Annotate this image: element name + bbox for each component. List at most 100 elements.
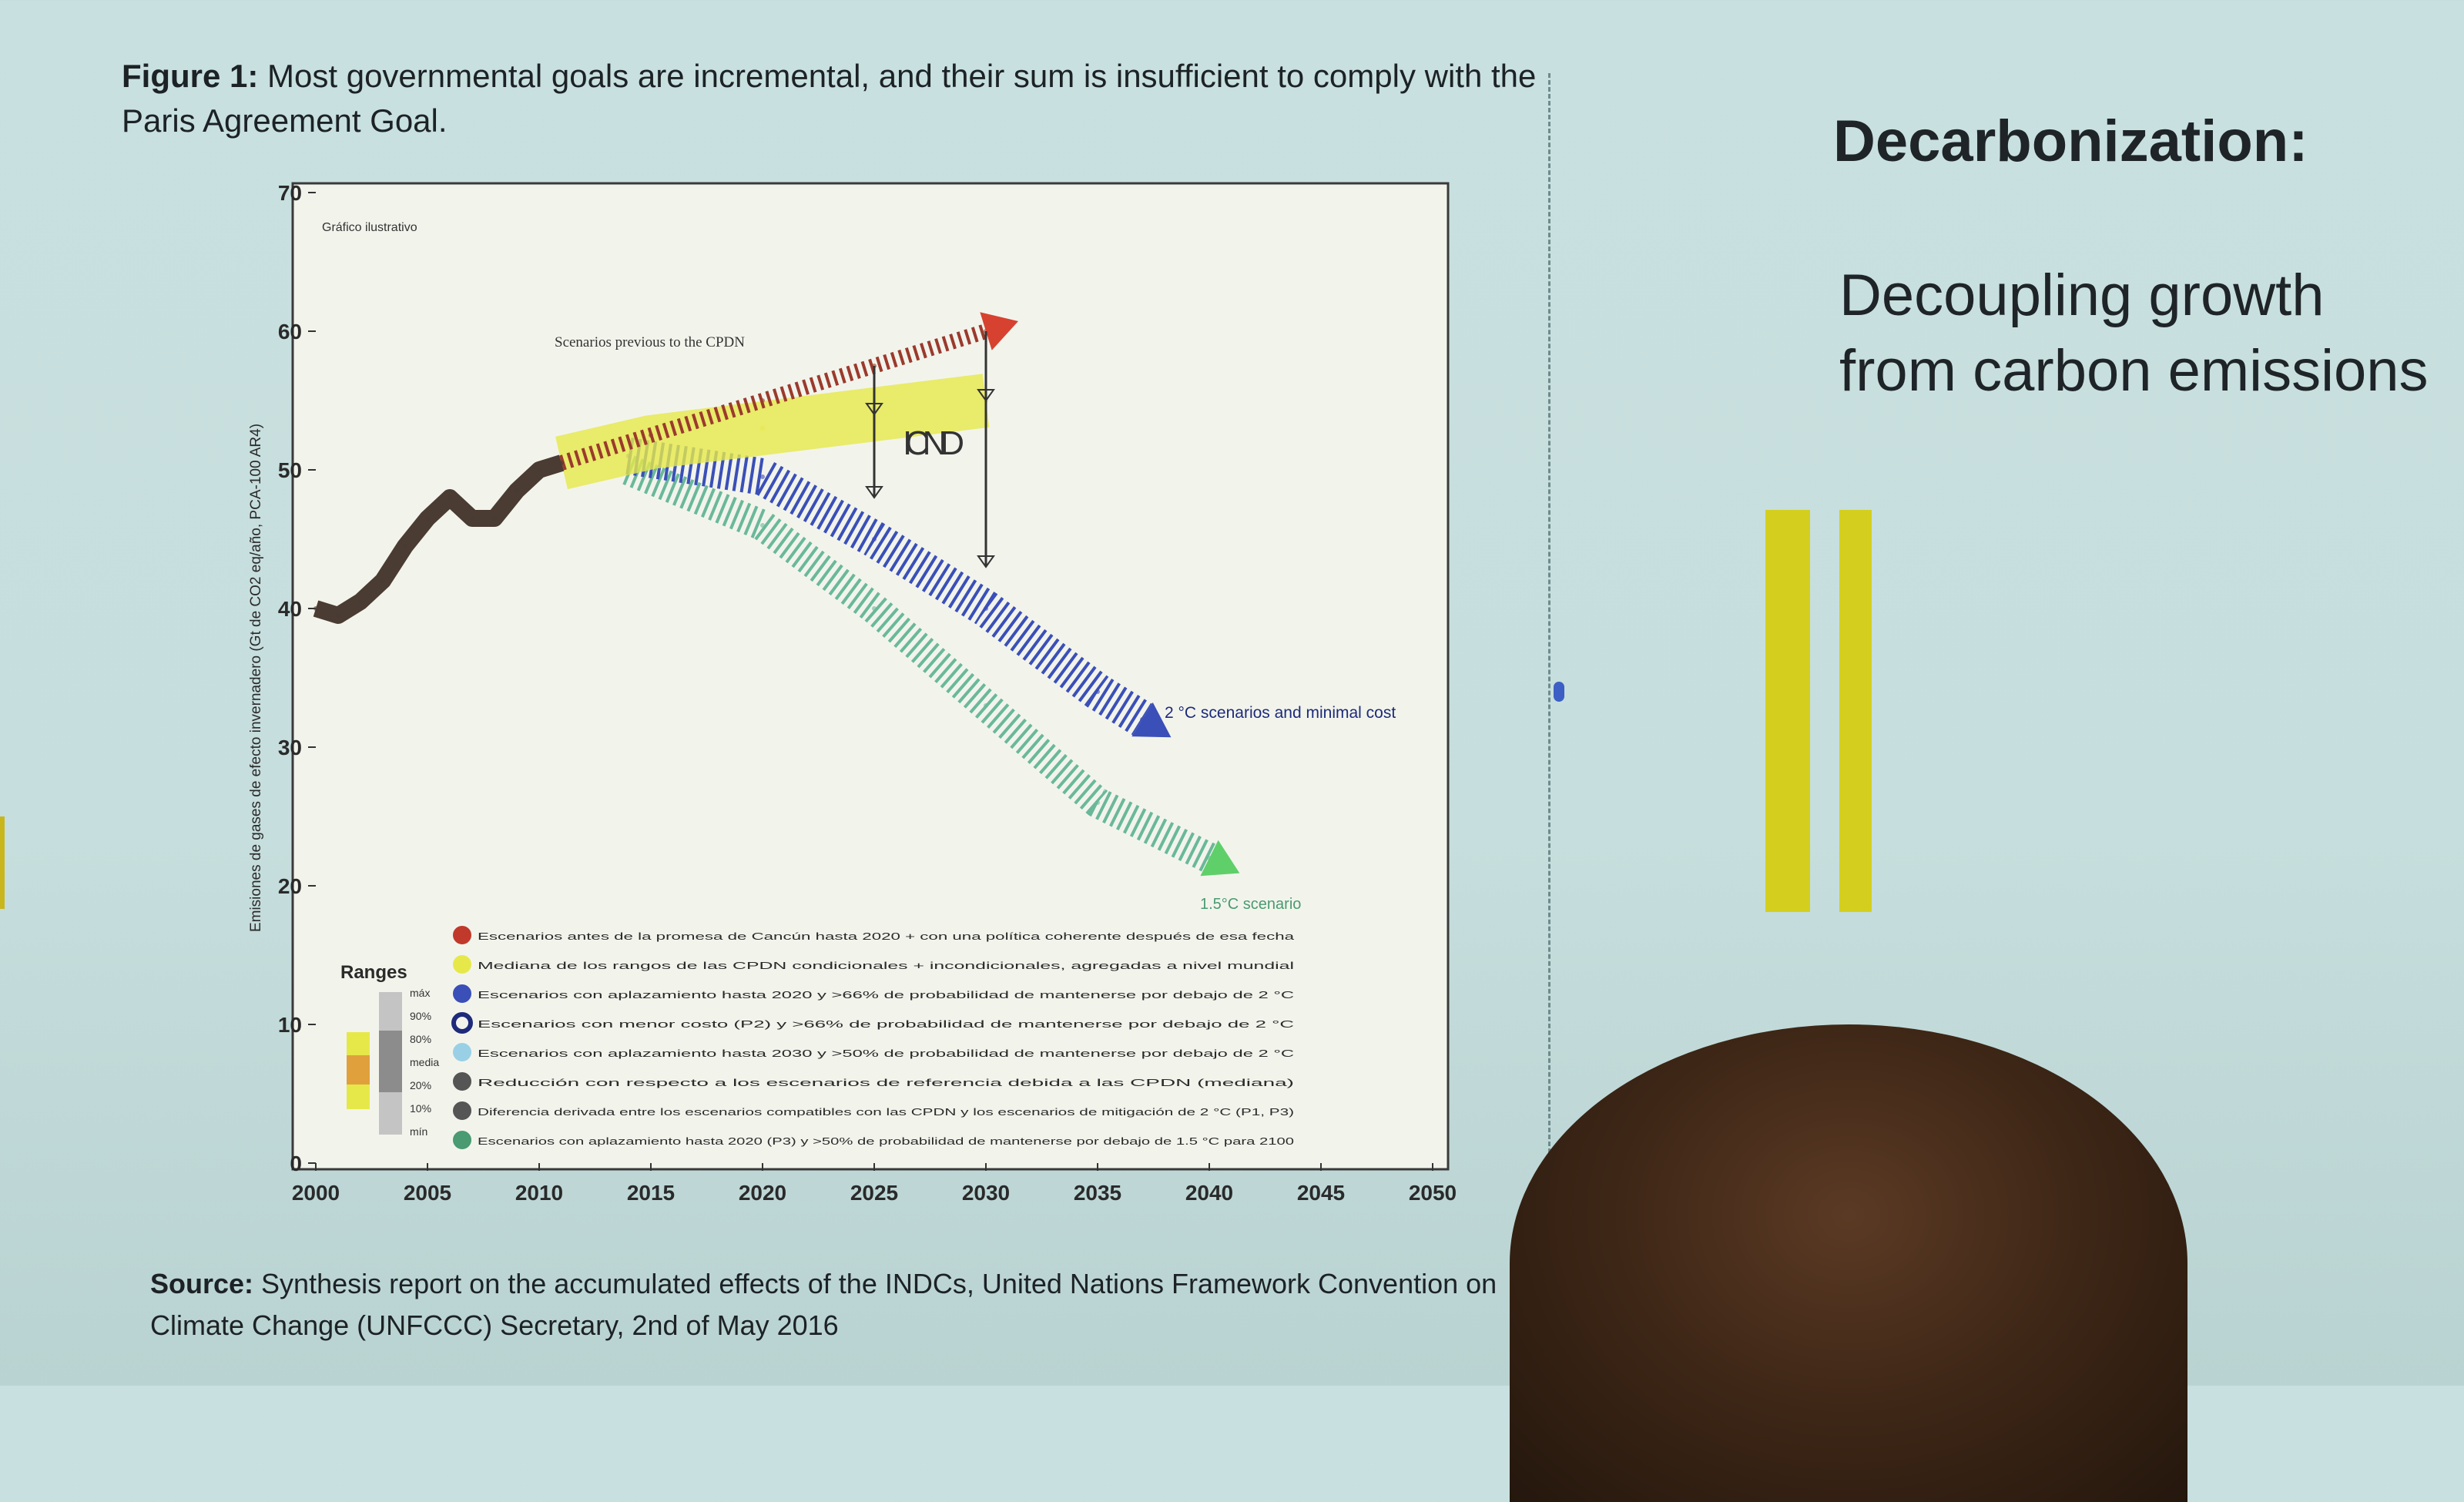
y-tick-label: 50 (278, 458, 302, 482)
legend-marker (453, 984, 471, 1003)
legend-marker (453, 1043, 471, 1061)
legend-marker (453, 1131, 471, 1149)
legend-entry: Mediana de los rangos de las CPDN condic… (478, 960, 1294, 971)
one-five-degree-scenario-band (622, 455, 1216, 872)
side-heading: Decarbonization: (1833, 109, 2308, 174)
historical-emissions-line-point (358, 599, 363, 604)
figure-title-text: Most governmental goals are incremental,… (122, 58, 1537, 139)
x-tick-label: 2040 (1185, 1181, 1233, 1205)
reduction-arrowhead (865, 403, 883, 416)
edge-mark (0, 816, 5, 909)
chart-legend: Escenarios antes de la promesa de Cancún… (451, 926, 1295, 1149)
legend-entry: Escenarios con aplazamiento hasta 2020 (… (478, 1135, 1294, 1147)
icnd-band-point (760, 426, 765, 431)
ranges-box: Ranges máx 90% 80% media 20% 10% mín (340, 962, 439, 1138)
label-icnd: ICND (903, 424, 964, 462)
x-tick-label: 2025 (850, 1181, 898, 1205)
emissions-chart: 2000 2005 2010 2015 2020 2025 2030 2035 2040 2045… (248, 181, 1457, 1205)
range-bar-grey-dark (379, 1031, 402, 1092)
legend-entry: Escenarios con aplazamiento hasta 2030 y… (478, 1048, 1294, 1059)
decoration-bar-right (1839, 510, 1872, 912)
gap-arrowhead (865, 486, 883, 499)
figure-title: Figure 1: Most governmental goals are in… (122, 54, 1547, 143)
y-tick-label: 40 (278, 597, 302, 621)
y-tick-label: 0 (290, 1152, 302, 1175)
range-item-label: 80% (410, 1033, 431, 1045)
previous-scenarios-arrowhead (980, 312, 1018, 350)
x-tick-label: 2010 (515, 1181, 563, 1205)
audience-head-silhouette (1510, 1024, 2187, 1502)
historical-emissions-line-point (470, 516, 474, 521)
source-bold: Source: (150, 1268, 254, 1299)
historical-emissions-line-point (492, 516, 497, 521)
historical-emissions-line-point (515, 488, 519, 493)
range-item-label: 20% (410, 1079, 431, 1091)
x-tick-label: 2035 (1074, 1181, 1121, 1205)
historical-emissions-line-point (380, 578, 385, 583)
figure-title-bold: Figure 1: (122, 58, 259, 94)
range-item-label: máx (410, 987, 430, 999)
range-item-label: 10% (410, 1102, 431, 1115)
label-1-5c-scenario: 1.5°C scenario (1200, 896, 1301, 913)
plot-frame (291, 182, 1450, 1171)
laser-pointer-dot (1554, 682, 1564, 702)
presentation-slide: Figure 1: Most governmental goals are in… (0, 54, 2429, 1502)
y-tick-label: 70 (278, 181, 302, 205)
decoration-bar-left (1765, 510, 1810, 912)
chart-series (313, 312, 1240, 877)
label-previous-scenarios: Scenarios previous to the CPDN (555, 334, 745, 350)
side-subheading: Decoupling growth from carbon emissions (1839, 263, 2429, 404)
historical-emissions-line (313, 454, 565, 624)
range-item-label: mín (410, 1125, 427, 1138)
legend-entry: Reducción con respecto a los escenarios … (478, 1077, 1294, 1088)
y-tick-label: 10 (278, 1013, 302, 1037)
one-five-degree-scenario-band-point (872, 606, 877, 611)
historical-emissions-line-point (537, 468, 541, 472)
legend-entry: Escenarios con menor costo (P2) y >66% d… (478, 1018, 1294, 1030)
historical-emissions-line-point (313, 606, 318, 611)
range-bar-orange (347, 1055, 370, 1085)
range-item-label: media (410, 1056, 439, 1068)
two-degree-scenario-band-point (984, 606, 988, 611)
one-five-degree-scenario-band-point (1095, 800, 1100, 805)
chart-inner-title: Gráfico ilustrativo (322, 221, 417, 234)
gap-arrowhead (977, 555, 995, 568)
two-degree-scenario-band-point (872, 537, 877, 541)
source-text: Synthesis report on the accumulated effe… (150, 1268, 1497, 1341)
legend-marker (453, 1072, 471, 1091)
legend-marker (453, 955, 471, 974)
two-degree-scenario-band-point (760, 474, 765, 479)
legend-marker (453, 926, 471, 944)
legend-marker (453, 1101, 471, 1120)
x-tick-label: 2005 (404, 1181, 451, 1205)
y-tick-label: 30 (278, 736, 302, 759)
ranges-label: Ranges (340, 962, 407, 983)
historical-emissions-line-point (336, 613, 340, 618)
y-tick-label: 60 (278, 320, 302, 344)
figure-source: Source: Synthesis report on the accumula… (150, 1263, 1529, 1346)
x-tick-label: 2020 (739, 1181, 786, 1205)
label-2c-scenario: 2 °C scenarios and minimal cost (1165, 704, 1396, 722)
reduction-arrowhead (977, 389, 995, 402)
previous-scenarios-line-point (760, 398, 765, 403)
legend-marker (451, 1012, 473, 1034)
one-five-degree-scenario-band-point (760, 523, 765, 528)
two-degree-scenario-band-point (1095, 689, 1100, 694)
y-axis-label: Emisiones de gases de efecto invernadero… (248, 424, 264, 932)
legend-entry: Diferencia derivada entre los escenarios… (478, 1106, 1294, 1118)
historical-emissions-line-point (403, 544, 407, 548)
slide-divider (1548, 73, 1550, 1167)
x-tick-label: 2015 (627, 1181, 675, 1205)
x-tick-label: 2050 (1409, 1181, 1457, 1205)
historical-emissions-line-point (425, 516, 430, 521)
legend-entry: Escenarios antes de la promesa de Cancún… (478, 930, 1295, 942)
chart-axes: 2000 2005 2010 2015 2020 2025 2030 2035 2040 2045… (278, 181, 1457, 1205)
y-tick-label: 20 (278, 874, 302, 898)
x-tick-label: 2030 (962, 1181, 1010, 1205)
historical-emissions-line-point (448, 495, 452, 500)
legend-entry: Escenarios con aplazamiento hasta 2020 y… (478, 989, 1294, 1001)
previous-scenarios-line-point (649, 433, 653, 438)
two-degree-arrowhead (1131, 702, 1172, 738)
x-tick-label: 2045 (1297, 1181, 1345, 1205)
historical-emissions-line-point (559, 461, 564, 465)
